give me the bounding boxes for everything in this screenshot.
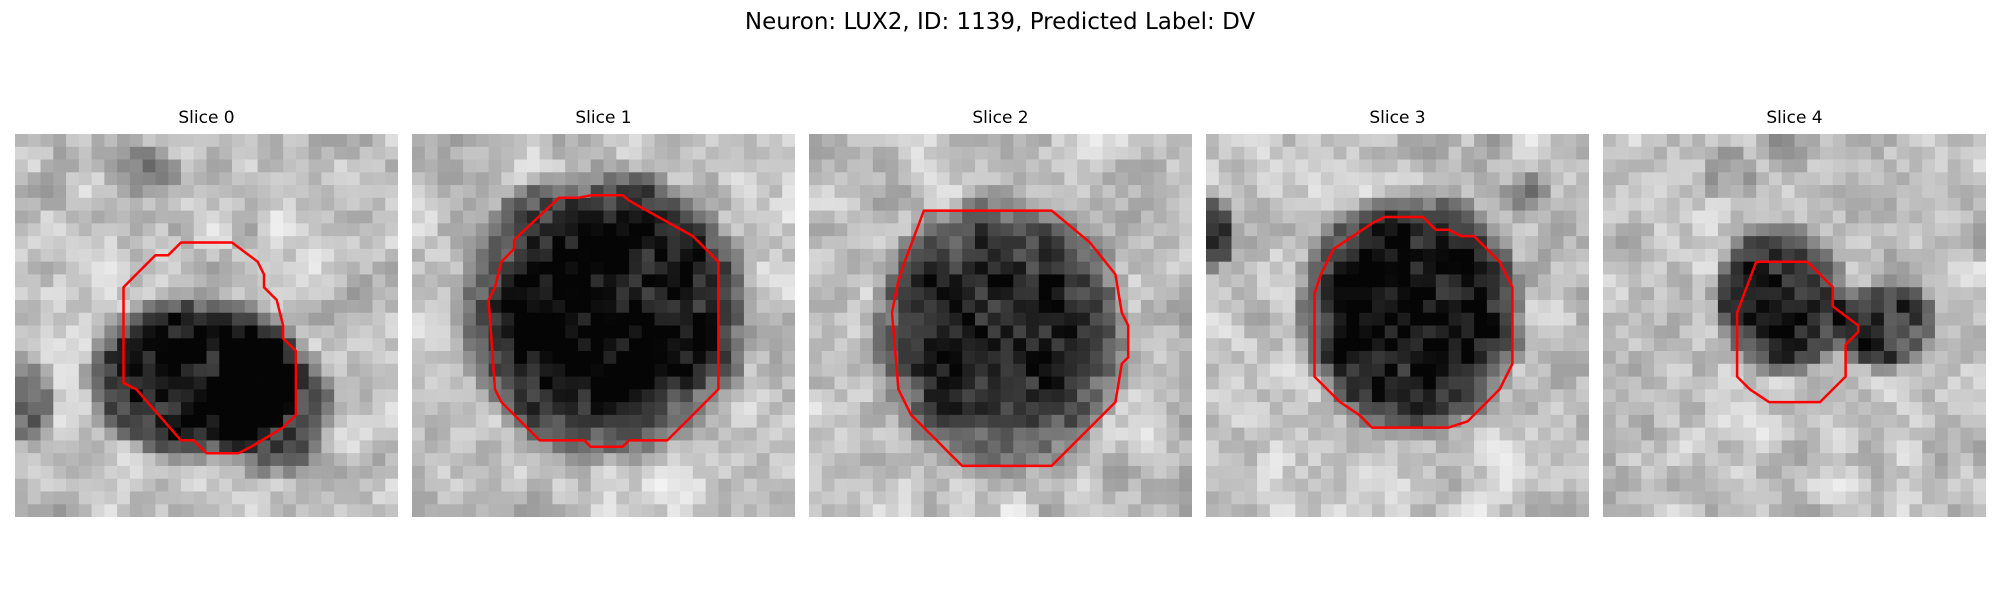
neuron-contour (1313, 215, 1514, 429)
slice-panel-4: Slice 4 (1603, 108, 1986, 517)
neuron-contour (122, 241, 298, 455)
slice-panel-2: Slice 2 (809, 108, 1192, 517)
figure-title: Neuron: LUX2, ID: 1139, Predicted Label:… (744, 9, 1256, 35)
slice-panel-0: Slice 0 (15, 108, 398, 517)
slice-image (15, 134, 398, 517)
neuron-contour (1735, 260, 1860, 404)
slice-title: Slice 3 (1369, 108, 1426, 128)
slice-image (1603, 134, 1986, 517)
pixel-grid (1206, 134, 1589, 517)
pixel-grid (412, 134, 795, 517)
neuron-contour (487, 194, 720, 449)
slice-title: Slice 1 (575, 108, 632, 128)
pixel-grid (1603, 134, 1986, 517)
pixel-grid (15, 134, 398, 517)
slice-image (1206, 134, 1589, 517)
slice-image (809, 134, 1192, 517)
slice-title: Slice 2 (972, 108, 1029, 128)
slice-title: Slice 4 (1766, 108, 1823, 128)
slice-image (412, 134, 795, 517)
slice-panel-3: Slice 3 (1206, 108, 1589, 517)
pixel-grid (809, 134, 1192, 517)
slice-panel-1: Slice 1 (412, 108, 795, 517)
slice-title: Slice 0 (178, 108, 235, 128)
neuron-contour (890, 209, 1130, 468)
